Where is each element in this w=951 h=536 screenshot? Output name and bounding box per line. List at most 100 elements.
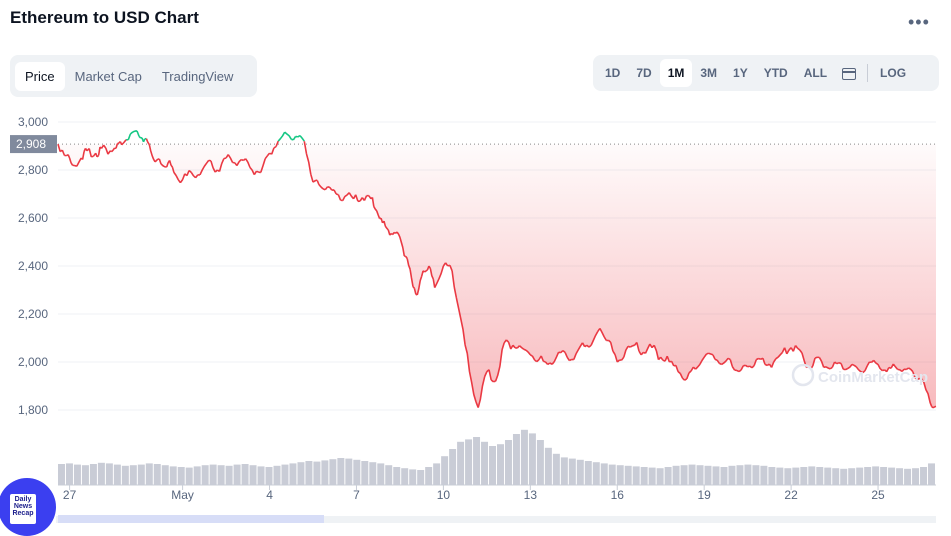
divider (867, 64, 869, 82)
volume-bar (201, 465, 209, 485)
reference-price-label: 2,908 (16, 137, 46, 151)
range-3m-button[interactable]: 3M (700, 66, 718, 80)
volume-bar (313, 461, 321, 485)
volume-bar (281, 464, 289, 485)
volume-bar (504, 440, 512, 485)
watermark-logo-icon (791, 363, 815, 387)
volume-bar (473, 437, 481, 485)
volume-bar (552, 453, 560, 485)
volume-bar (848, 468, 856, 485)
volume-bar (401, 468, 409, 485)
volume-bar (648, 467, 656, 485)
volume-bar (888, 467, 896, 485)
volume-bar (425, 467, 433, 485)
volume-bar (321, 460, 329, 485)
volume-bar (672, 465, 680, 485)
range-all-button[interactable]: ALL (803, 66, 828, 80)
volume-bar (361, 461, 369, 485)
volume-bar (489, 446, 496, 485)
volume-bar (233, 464, 241, 485)
volume-bar (752, 465, 760, 485)
price-line-down (57, 138, 937, 409)
y-tick-label: 2,200 (18, 307, 48, 321)
volume-bar (337, 458, 345, 485)
volume-bar (912, 468, 920, 485)
range-1d-button[interactable]: 1D (605, 66, 621, 80)
x-tick-label: 16 (611, 488, 625, 502)
volume-bar (832, 468, 840, 485)
x-tick-label: 4 (266, 488, 273, 502)
volume-bar (728, 465, 736, 485)
volume-bar (816, 467, 824, 485)
volume-bar (393, 467, 401, 485)
volume-bar (369, 462, 377, 485)
volume-bar (760, 465, 768, 485)
volume-bar (81, 465, 89, 485)
y-tick-label: 2,600 (18, 211, 48, 225)
volume-bar (744, 464, 752, 485)
volume-bar (137, 464, 145, 485)
volume-bar (121, 465, 129, 485)
volume-bar (784, 468, 792, 485)
more-options-icon[interactable]: ••• (908, 12, 930, 32)
volume-bar (193, 466, 201, 485)
volume-bar (568, 458, 576, 485)
volume-bar (512, 434, 520, 485)
volume-bar (776, 467, 784, 485)
volume-bar (225, 465, 233, 485)
volume-bar (105, 463, 113, 485)
volume-bar (584, 461, 592, 485)
daily-news-recap-badge[interactable]: Daily News Recap (0, 478, 56, 536)
chart-type-tabs: Price Market Cap TradingView (10, 55, 257, 97)
tab-tradingview[interactable]: TradingView (161, 68, 234, 84)
tab-market-cap[interactable]: Market Cap (74, 68, 142, 84)
tab-price[interactable]: Price (15, 61, 65, 91)
volume-bar (449, 449, 457, 485)
volume-bar (385, 465, 393, 485)
x-tick-label: May (171, 488, 194, 502)
volume-bar (920, 467, 928, 485)
volume-bar (704, 465, 712, 485)
volume-bar (808, 466, 816, 485)
volume-bar (241, 464, 249, 485)
volume-bar (800, 467, 808, 485)
volume-bar (576, 459, 584, 485)
range-1y-button[interactable]: 1Y (733, 66, 748, 80)
calendar-icon[interactable] (841, 66, 857, 80)
volume-bar (640, 467, 648, 485)
volume-bar (608, 464, 616, 485)
volume-bar (497, 444, 504, 485)
volume-bar (872, 466, 880, 485)
volume-bar (632, 466, 640, 485)
volume-bar (289, 463, 297, 485)
volume-bar (153, 464, 161, 485)
volume-bar (928, 463, 935, 485)
range-ytd-button[interactable]: YTD (763, 66, 788, 80)
price-chart[interactable]: 1,800 2,000 2,200 2,400 2,600 2,800 3,000 27 Ma… (0, 0, 951, 523)
navigator-track[interactable] (56, 516, 936, 523)
navigator-selection[interactable] (58, 515, 324, 523)
volume-bar (353, 459, 361, 485)
log-scale-button[interactable]: LOG (880, 66, 907, 80)
volume-bar (880, 467, 888, 485)
range-1m-button[interactable]: 1M (659, 59, 693, 87)
x-tick-label: 7 (353, 488, 360, 502)
news-recap-icon: Daily News Recap (10, 494, 36, 524)
volume-bar (89, 464, 97, 485)
volume-bar (536, 440, 544, 485)
x-tick-label: 25 (871, 488, 885, 502)
x-axis: 27 May 4 7 10 13 16 19 22 25 (58, 484, 936, 502)
range-7d-button[interactable]: 7D (636, 66, 652, 80)
price-line-up (126, 130, 305, 143)
volume-bar (688, 464, 696, 485)
volume-bar (145, 463, 153, 485)
volume-bar (664, 467, 672, 485)
volume-bar (58, 464, 65, 485)
volume-bar (736, 465, 744, 485)
volume-bar (97, 462, 105, 485)
volume-bar (273, 465, 281, 485)
volume-bar (544, 447, 552, 485)
volume-bar (680, 465, 688, 485)
y-tick-label: 2,000 (18, 355, 48, 369)
x-tick-label: 13 (524, 488, 538, 502)
